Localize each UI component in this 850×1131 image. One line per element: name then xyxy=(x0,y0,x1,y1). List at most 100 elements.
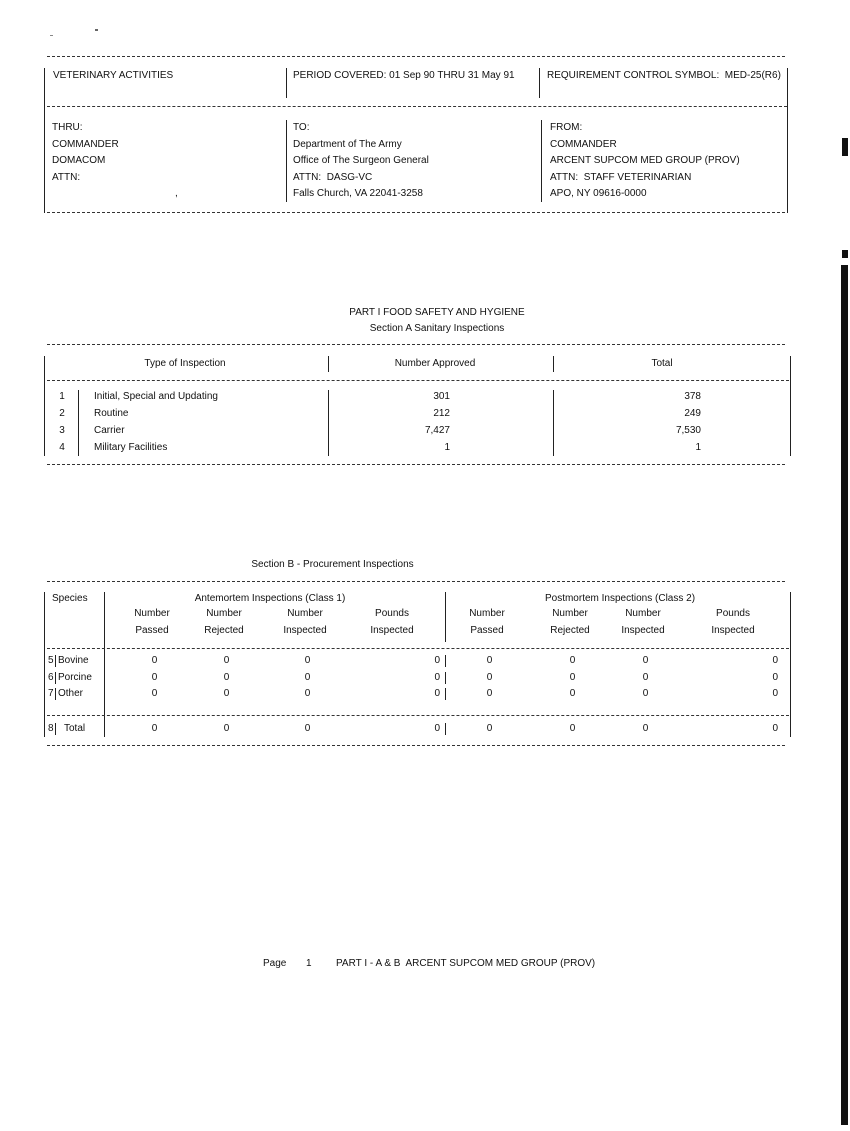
thru-line: ATTN: xyxy=(52,172,81,183)
cell-value: 0 xyxy=(434,672,440,683)
subheader-bottom: Inspected xyxy=(621,625,665,636)
to-line: Department of The Army xyxy=(293,139,402,150)
cell-value: 0 xyxy=(486,688,493,699)
divider xyxy=(47,715,789,716)
divider xyxy=(47,380,789,381)
column-header: Type of Inspection xyxy=(144,358,226,369)
divider xyxy=(445,592,446,642)
thru-line: , xyxy=(175,188,178,199)
subheader-bottom: Passed xyxy=(470,625,504,636)
divider xyxy=(553,356,554,372)
divider xyxy=(286,68,287,98)
cell-value: 0 xyxy=(434,655,440,666)
section-a-title: Section A Sanitary Inspections xyxy=(369,323,505,334)
divider xyxy=(55,688,56,700)
report-title: VETERINARY ACTIVITIES xyxy=(53,70,174,81)
inspection-type: Initial, Special and Updating xyxy=(94,391,218,402)
cell-value: 0 xyxy=(642,655,649,666)
subheader-bottom: Passed xyxy=(135,625,169,636)
row-number: 1 xyxy=(59,391,65,402)
row-number: 2 xyxy=(59,408,65,419)
divider xyxy=(44,356,45,456)
row-number: 3 xyxy=(59,425,65,436)
row-number: 8 xyxy=(48,723,54,734)
divider xyxy=(44,592,45,737)
subheader-bottom: Rejected xyxy=(204,625,244,636)
scan-speck xyxy=(95,29,98,31)
cell-value: 0 xyxy=(151,672,158,683)
cell-value: 0 xyxy=(642,672,649,683)
divider xyxy=(445,672,446,684)
subheader-top: Number xyxy=(134,608,170,619)
cell-value: 0 xyxy=(223,655,230,666)
row-number: 4 xyxy=(59,442,65,453)
cell-value: 0 xyxy=(772,723,778,734)
footer-text: PART I - A & B ARCENT SUPCOM MED GROUP (… xyxy=(336,958,596,969)
column-header: Total xyxy=(651,358,673,369)
cell-value: 0 xyxy=(486,655,493,666)
number-approved: 301 xyxy=(433,391,450,402)
thru-line: THRU: xyxy=(52,122,83,133)
scan-edge-mark xyxy=(842,250,848,258)
part-title: PART I FOOD SAFETY AND HYGIENE xyxy=(349,307,525,318)
cell-value: 0 xyxy=(223,723,230,734)
cell-value: 0 xyxy=(772,672,778,683)
divider xyxy=(47,745,785,746)
divider xyxy=(55,723,56,735)
from-line: COMMANDER xyxy=(550,139,617,150)
total: 378 xyxy=(684,391,701,402)
section-b-title: Section B - Procurement Inspections xyxy=(251,559,414,570)
divider xyxy=(445,655,446,667)
divider xyxy=(445,688,446,700)
to-line: ATTN: DASG-VC xyxy=(293,172,373,183)
row-number: 7 xyxy=(48,688,54,699)
subheader-bottom: Inspected xyxy=(370,625,414,636)
page-number: 1 xyxy=(306,958,312,969)
to-line: TO: xyxy=(293,122,310,133)
subheader-top: Number xyxy=(469,608,505,619)
subheader-bottom: Inspected xyxy=(283,625,327,636)
column-header: Number Approved xyxy=(394,358,476,369)
subheader-bottom: Inspected xyxy=(711,625,755,636)
cell-value: 0 xyxy=(569,655,576,666)
number-approved: 212 xyxy=(433,408,450,419)
from-line: FROM: xyxy=(550,122,583,133)
scan-edge-mark xyxy=(842,138,848,156)
scan-edge-bar xyxy=(841,265,848,1125)
divider xyxy=(55,655,56,667)
from-line: ATTN: STAFF VETERINARIAN xyxy=(550,172,692,183)
divider xyxy=(328,390,329,456)
cell-value: 0 xyxy=(772,655,778,666)
from-line: ARCENT SUPCOM MED GROUP (PROV) xyxy=(550,155,740,166)
species-name: Bovine xyxy=(58,655,89,666)
cell-value: 0 xyxy=(434,723,440,734)
subheader-top: Pounds xyxy=(375,608,409,619)
period-covered: PERIOD COVERED: 01 Sep 90 THRU 31 May 91 xyxy=(293,70,515,81)
subheader-top: Number xyxy=(552,608,588,619)
divider xyxy=(539,68,540,98)
cell-value: 0 xyxy=(486,723,493,734)
antemortem-header: Antemortem Inspections (Class 1) xyxy=(194,593,346,604)
divider xyxy=(44,68,45,213)
row-number: 5 xyxy=(48,655,54,666)
subheader-top: Number xyxy=(625,608,661,619)
divider xyxy=(328,356,329,372)
divider xyxy=(78,390,79,456)
postmortem-header: Postmortem Inspections (Class 2) xyxy=(544,593,696,604)
cell-value: 0 xyxy=(223,672,230,683)
divider xyxy=(47,464,785,465)
scan-speck xyxy=(50,35,53,36)
species-name: Other xyxy=(58,688,84,699)
species-name: Porcine xyxy=(58,672,92,683)
requirement-control-symbol: REQUIREMENT CONTROL SYMBOL: MED-25(R6) xyxy=(547,70,781,81)
inspection-type: Routine xyxy=(94,408,129,419)
cell-value: 0 xyxy=(304,655,311,666)
divider xyxy=(47,56,785,57)
cell-value: 0 xyxy=(151,688,158,699)
inspection-type: Military Facilities xyxy=(94,442,168,453)
divider xyxy=(445,723,446,735)
inspection-type: Carrier xyxy=(94,425,125,436)
total: 249 xyxy=(684,408,701,419)
subheader-top: Pounds xyxy=(716,608,750,619)
cell-value: 0 xyxy=(642,688,649,699)
